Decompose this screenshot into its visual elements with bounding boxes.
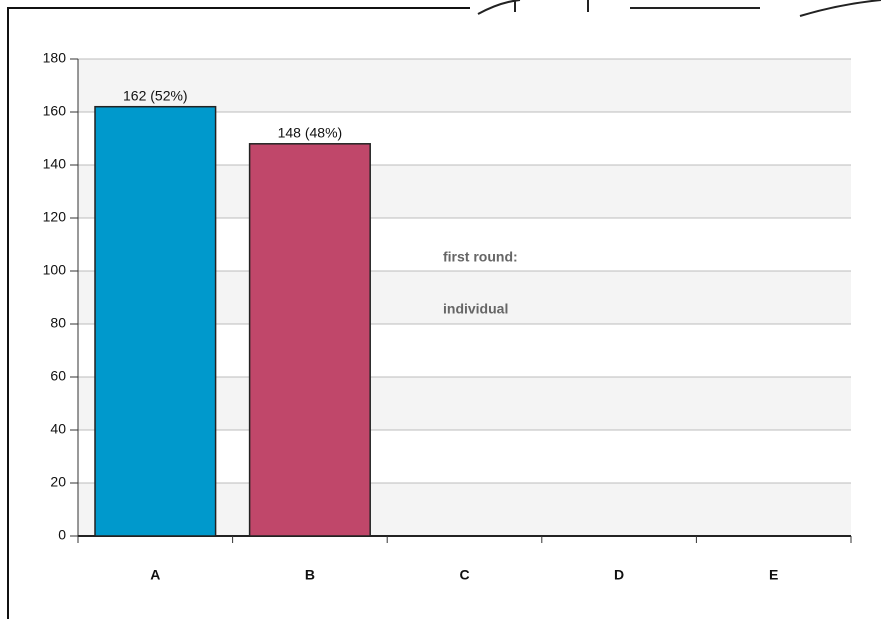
x-tick-label: B xyxy=(305,567,315,583)
x-tick-label: E xyxy=(769,567,778,583)
annotation: individual xyxy=(443,301,508,317)
frame xyxy=(7,7,470,619)
value-label: 148 (48%) xyxy=(278,125,343,141)
x-tick-label: C xyxy=(459,567,469,583)
y-tick-label: 160 xyxy=(43,103,67,119)
plot: 0 20 40 60 80 100 120 140 160 180 A 162 (52%) B 148 (… xyxy=(43,50,852,583)
y-tick-label: 20 xyxy=(50,474,66,490)
bar xyxy=(94,105,217,537)
y-tick-label: 60 xyxy=(50,368,66,384)
y-tick-label: 140 xyxy=(43,156,67,172)
y-tick-label: 100 xyxy=(43,262,67,278)
value-label: 162 (52%) xyxy=(123,87,188,103)
x-tick-label: A xyxy=(150,567,160,583)
annotation: first round: xyxy=(443,249,518,265)
plot-band xyxy=(78,59,851,112)
bar xyxy=(248,143,371,537)
sketch-marks xyxy=(477,0,881,17)
y-tick-label: 0 xyxy=(58,527,66,543)
y-tick-label: 180 xyxy=(43,50,67,66)
x-tick-label: D xyxy=(614,567,624,583)
y-tick-label: 80 xyxy=(50,315,66,331)
y-tick-label: 120 xyxy=(43,209,67,225)
y-tick-label: 40 xyxy=(50,421,66,437)
